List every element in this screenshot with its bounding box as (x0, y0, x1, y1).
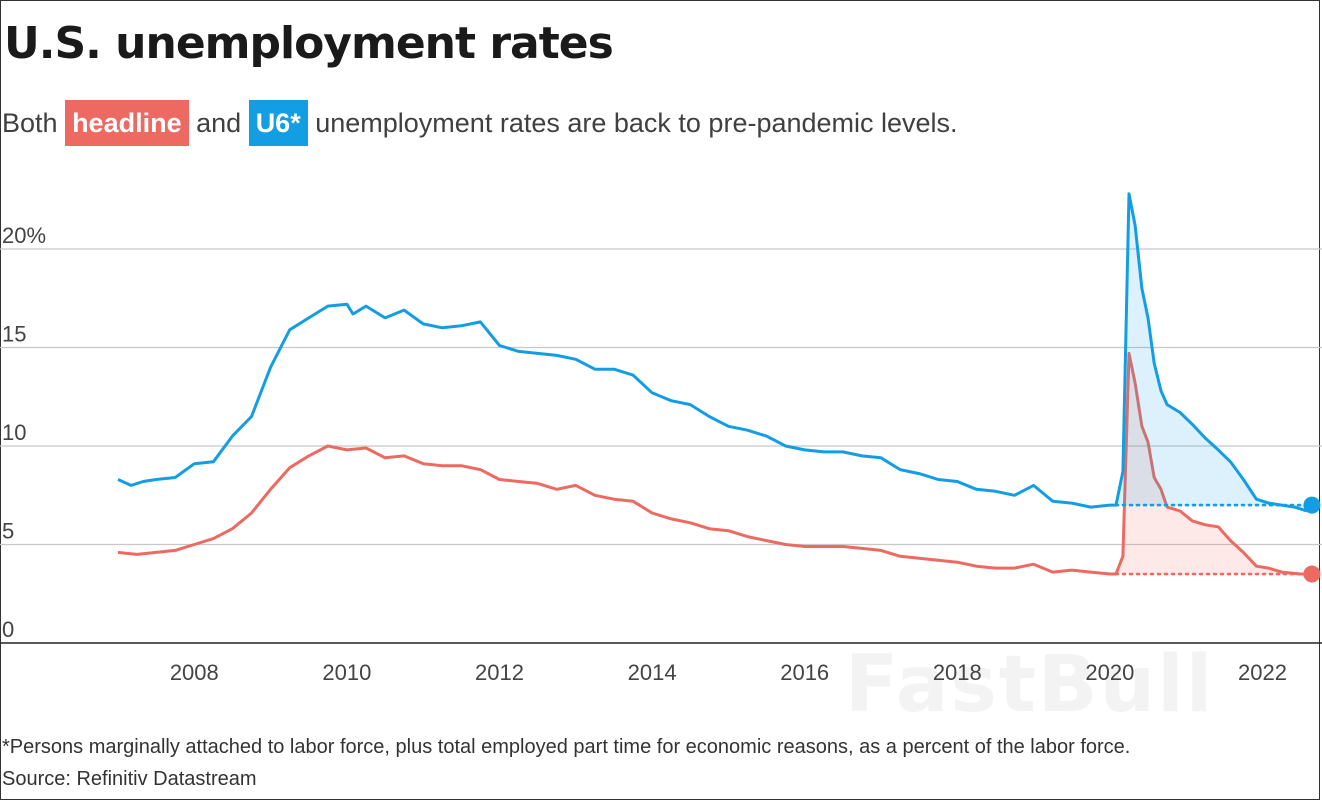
subtitle-prefix: Both (2, 108, 58, 138)
u6-pandemic-area (1116, 193, 1307, 512)
u6-end-dot (1303, 496, 1321, 514)
watermark-logo: FastBull (845, 640, 1215, 730)
headline-end-dot (1303, 565, 1321, 583)
x-tick-label: 2010 (322, 660, 371, 685)
x-tick-label: 2008 (170, 660, 219, 685)
y-tick-label: 15 (2, 322, 26, 347)
y-tick-label: 0 (2, 617, 14, 642)
headline-series-line (117, 351, 1307, 576)
source-note: Source: Refinitiv Datastream (2, 768, 257, 790)
y-tick-label: 20% (2, 223, 46, 248)
x-tick-label: 2016 (780, 660, 829, 685)
chart-title: U.S. unemployment rates (4, 18, 614, 69)
headline-pandemic-area (1116, 353, 1307, 575)
x-tick-label: 2014 (628, 660, 677, 685)
x-tick-label: 2020 (1085, 660, 1134, 685)
u6-series-label: U6* (248, 100, 308, 146)
subtitle-middle: and (196, 108, 242, 138)
x-tick-label: 2012 (475, 660, 524, 685)
chart-subtitle: Both headline and U6* unemployment rates… (2, 100, 958, 146)
footnote: *Persons marginally attached to labor fo… (2, 736, 1131, 758)
y-tick-label: 10 (2, 420, 26, 445)
x-tick-label: 2018 (933, 660, 982, 685)
y-tick-label: 5 (2, 519, 14, 544)
x-tick-label: 2022 (1238, 660, 1287, 685)
subtitle-suffix: unemployment rates are back to pre-pande… (315, 108, 958, 138)
headline-series-label: headline (65, 100, 189, 146)
u6-series-line (117, 192, 1308, 513)
